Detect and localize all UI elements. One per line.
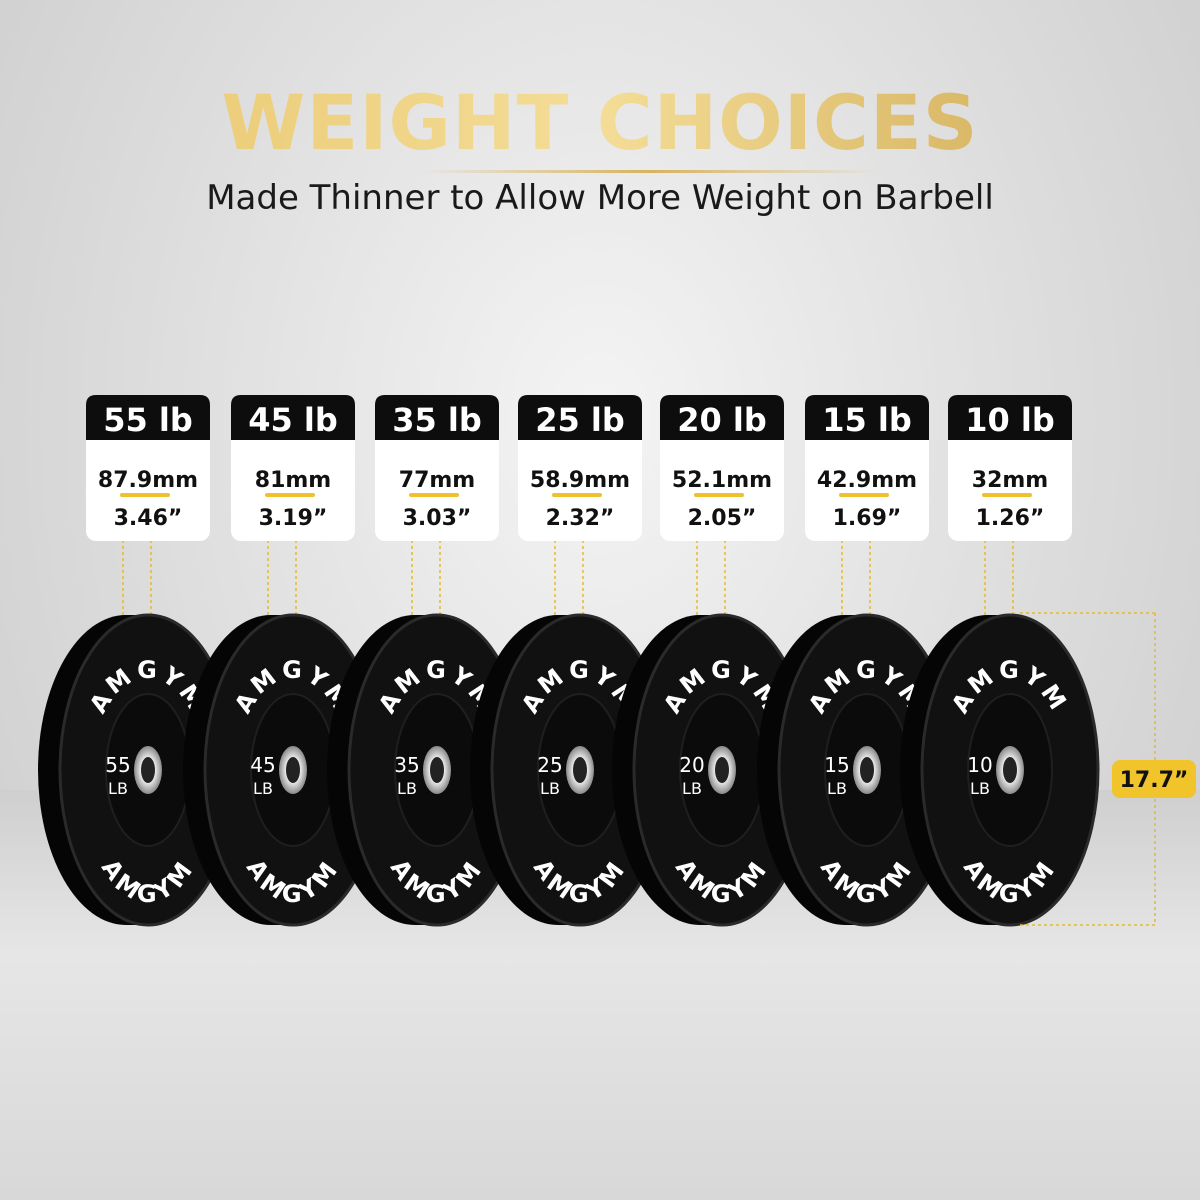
face-unit: LB [682,779,702,798]
face-number: 35 [394,753,419,777]
weight-label: 35 lb [392,401,482,439]
weight-label: 45 lb [248,401,338,439]
weight-label: 20 lb [677,401,767,439]
thickness-mm: 58.9mm [530,468,630,493]
thickness-in: 2.32” [546,506,615,531]
thickness-mm: 87.9mm [98,468,198,493]
diameter-label: 17.7” [1120,768,1189,793]
card-header [375,395,499,440]
thickness-mm: 52.1mm [672,468,772,493]
face-unit: LB [397,779,417,798]
thickness-mm: 77mm [399,468,475,493]
thickness-mm: 42.9mm [817,468,917,493]
plate-hole [286,757,300,783]
plate-hole [141,757,155,783]
card-header [518,395,642,440]
thickness-in: 3.19” [259,506,328,531]
card-header [805,395,929,440]
weight-label: 25 lb [535,401,625,439]
face-number: 10 [967,753,992,777]
title: WEIGHT CHOICES [0,78,1200,167]
thickness-in: 1.26” [976,506,1045,531]
card-header [948,395,1072,440]
face-number: 20 [679,753,704,777]
thickness-underline [265,493,315,497]
thickness-in: 2.05” [688,506,757,531]
face-number: 45 [250,753,275,777]
face-unit: LB [540,779,560,798]
thickness-in: 1.69” [833,506,902,531]
plate: AMGYMAMGYM15LB [757,613,957,927]
weight-label: 15 lb [822,401,912,439]
plate-hole [860,757,874,783]
card-header [86,395,210,440]
weight-label: 10 lb [965,401,1055,439]
diameter-badge [1112,760,1196,798]
plate-hole [430,757,444,783]
plate: AMGYMAMGYM35LB [327,613,527,927]
thickness-underline [409,493,459,497]
face-unit: LB [827,779,847,798]
plate-hole [573,757,587,783]
plate-hole [1003,757,1017,783]
face-number: 25 [537,753,562,777]
title-rule [420,170,880,173]
plate-hole [715,757,729,783]
card-header [231,395,355,440]
face-unit: LB [970,779,990,798]
weight-label: 55 lb [103,401,193,439]
face-number: 55 [105,753,130,777]
face-unit: LB [108,779,128,798]
thickness-underline [839,493,889,497]
thickness-underline [694,493,744,497]
subtitle: Made Thinner to Allow More Weight on Bar… [206,178,994,218]
thickness-underline [552,493,602,497]
thickness-in: 3.03” [403,506,472,531]
thickness-mm: 32mm [972,468,1048,493]
thickness-underline [982,493,1032,497]
face-number: 15 [824,753,849,777]
thickness-in: 3.46” [114,506,183,531]
card-header [660,395,784,440]
plate: AMGYMAMGYM45LB [183,613,383,927]
thickness-mm: 81mm [255,468,331,493]
thickness-underline [120,493,170,497]
face-unit: LB [253,779,273,798]
